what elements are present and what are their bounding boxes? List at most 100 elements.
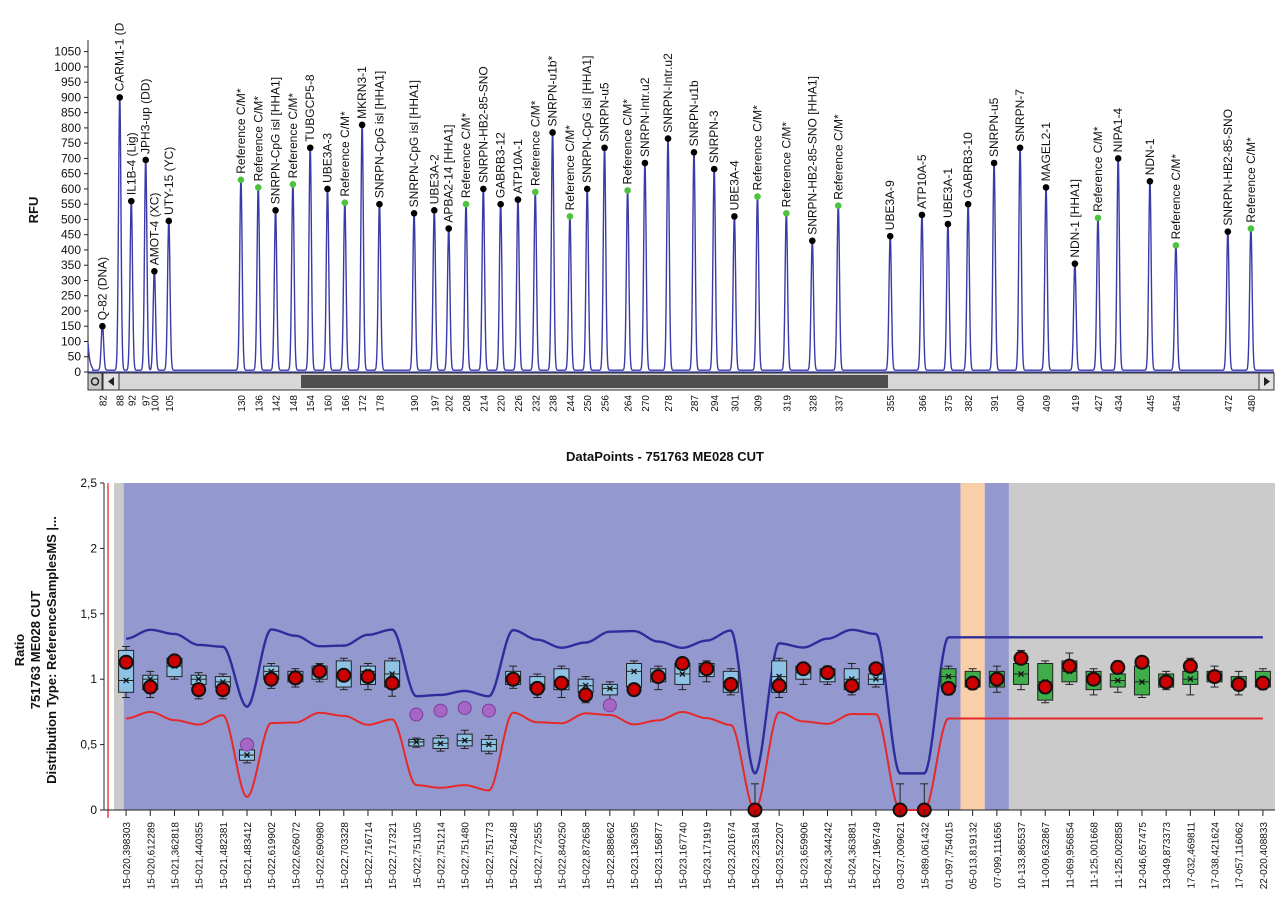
y-tick-label: 50 [68, 350, 82, 364]
x-tick-label: 166 [341, 395, 352, 412]
x-tick-label: 472 [1224, 395, 1235, 412]
peak-marker [944, 220, 952, 228]
x-tick-label: 15-022,840250 [557, 822, 568, 890]
peak-label: Q-82 (DNA) [95, 257, 109, 320]
x-tick-label: 232 [531, 395, 542, 412]
x-tick-label: 400 [1016, 395, 1027, 412]
y-tick-label: 1,5 [80, 607, 97, 621]
peak-marker [254, 184, 262, 191]
peak-label: SNRPN-Intr.u2 [661, 53, 675, 133]
x-tick-label: 319 [782, 395, 793, 412]
upper-bound-line [126, 628, 1263, 775]
peak-marker [497, 200, 504, 208]
y-tick-label: 400 [61, 243, 81, 257]
peak-label: IL1B-4 (Lig) [124, 132, 138, 195]
x-tick-label: 10-133,865537 [1017, 822, 1028, 890]
x-tick-label: 256 [601, 395, 612, 412]
peak-label: SNRPN-u5 [987, 97, 1001, 157]
horizontal-scrollbar[interactable] [87, 372, 1275, 391]
x-tick-label: 15-024,363881 [848, 822, 859, 890]
x-tick-label: 11-009,632867 [1041, 822, 1052, 889]
x-tick-label: 427 [1094, 395, 1105, 412]
peak-label: APBA2-14 [HHA1] [442, 125, 456, 223]
x-tick-label: 15-021,482381 [219, 822, 230, 890]
peak-label: Reference C/M* [528, 100, 542, 186]
peak-label: NDN-1 [HHA1] [1068, 179, 1082, 258]
peak-marker [324, 185, 331, 193]
x-tick-label: 214 [479, 395, 490, 412]
scroll-left-button[interactable] [87, 372, 103, 391]
x-tick-label: 17-057,116062 [1235, 822, 1246, 889]
sample-point [868, 661, 884, 677]
mean-marker: × [606, 681, 613, 695]
peak-label: CARM1-1 (D [113, 22, 127, 91]
peak-marker [289, 181, 297, 188]
peak-marker [1094, 214, 1102, 222]
peak-marker [127, 197, 135, 205]
peak-label: AMOT-4 (XC) [147, 193, 161, 266]
peak-label: UTY-15 (YC) [162, 147, 176, 215]
peak-label: Reference C/M* [459, 112, 473, 198]
x-tick-label: 15-023,235184 [751, 822, 762, 890]
zoom-icon[interactable] [90, 377, 100, 386]
sample-point [240, 737, 255, 752]
x-tick-label: 17-038,421624 [1211, 822, 1222, 890]
peak-marker [641, 159, 649, 167]
peak-label: SNRPN-3 [707, 110, 721, 163]
sample-point [1158, 674, 1174, 690]
peak-marker [531, 188, 539, 196]
sample-point [457, 700, 472, 715]
x-axis-label: DataPoints - 751763 ME028 CUT [566, 449, 764, 464]
peak-marker [754, 193, 761, 200]
y-tick-label: 500 [61, 212, 81, 226]
sample-point [191, 682, 207, 698]
x-tick-label: 328 [808, 395, 819, 412]
x-tick-label: 130 [237, 395, 248, 412]
peak-marker [116, 94, 124, 101]
x-tick-label: 355 [886, 395, 897, 412]
peak-label: Reference C/M* [338, 111, 352, 197]
x-tick-label: 434 [1114, 395, 1125, 412]
peak-label: Reference C/M* [286, 93, 300, 179]
x-tick-label: 301 [730, 395, 741, 412]
mean-marker: × [123, 674, 130, 688]
y-tick-label: 750 [61, 136, 81, 150]
y-tick-label: 0,5 [80, 738, 97, 752]
peak-label: Reference C/M* [563, 125, 577, 211]
x-tick-label: 202 [445, 395, 456, 412]
x-tick-label: 15-022,619902 [267, 822, 278, 890]
region-band-orange [960, 483, 985, 810]
x-tick-label: 15-021,483412 [243, 822, 254, 890]
mean-marker: × [147, 672, 154, 686]
peak-label: Reference C/M* [1244, 137, 1258, 223]
sample-point [1061, 658, 1077, 674]
x-tick-label: 244 [566, 395, 577, 412]
peak-marker [480, 185, 487, 193]
x-tick-label: 105 [165, 395, 176, 412]
y-tick-label: 650 [61, 167, 81, 181]
x-tick-label: 15-022,626072 [291, 822, 302, 890]
y-tick-label: 200 [61, 304, 81, 318]
peak-label: MAGEL2-1 [1039, 122, 1053, 182]
x-tick-label: 15-021,440355 [195, 822, 206, 890]
scroll-thumb[interactable] [301, 375, 888, 388]
x-tick-label: 22-020,408833 [1259, 822, 1270, 890]
sample-point [1110, 659, 1126, 675]
mean-marker: × [872, 672, 879, 686]
x-tick-label: 100 [150, 395, 161, 412]
sample-point [723, 676, 739, 692]
sample-point [1037, 679, 1053, 695]
y-axis-label-line-1: Ratio [12, 634, 27, 667]
sample-point [433, 703, 448, 718]
sample-point [336, 667, 352, 683]
mean-marker: × [389, 667, 396, 681]
y-tick-label: 0 [90, 803, 97, 817]
sample-point [650, 669, 666, 685]
box [408, 738, 425, 747]
x-tick-label: 136 [254, 395, 265, 412]
peak-label: Reference C/M* [251, 96, 265, 182]
x-tick-label: 15-023,171919 [703, 822, 714, 890]
box [480, 738, 497, 752]
peak-label: UBE3A-9 [883, 180, 897, 230]
peak-label: Reference C/M* [1091, 126, 1105, 212]
